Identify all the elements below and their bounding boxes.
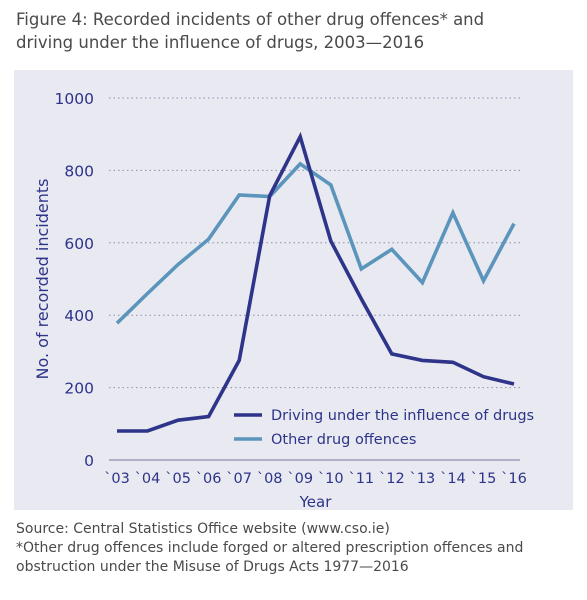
x-tick-label: `10: [318, 471, 344, 487]
figure-title-line-1: Figure 4: Recorded incidents of other dr…: [16, 10, 485, 29]
x-tick-label: `12: [379, 471, 405, 487]
x-tick-label: `03: [104, 471, 130, 487]
x-tick-label: `04: [135, 471, 161, 487]
x-tick-label: `08: [257, 471, 283, 487]
figure-footer: Source: Central Statistics Office websit…: [16, 520, 581, 577]
legend-label: Other drug offences: [271, 432, 416, 448]
x-tick-label: `14: [440, 471, 466, 487]
x-tick-label: `05: [165, 471, 191, 487]
figure-title: Figure 4: Recorded incidents of other dr…: [16, 8, 576, 54]
footnote-line-2: obstruction under the Misuse of Drugs Ac…: [16, 559, 409, 575]
y-tick-label: 200: [64, 380, 94, 398]
footnote-line-1: *Other drug offences include forged or a…: [16, 540, 524, 556]
y-axis-title: No. of recorded incidents: [33, 179, 52, 380]
y-tick-label: 800: [64, 162, 94, 180]
y-tick-label: 400: [64, 307, 94, 325]
x-tick-label: `06: [196, 471, 222, 487]
figure-title-line-2: driving under the influence of drugs, 20…: [16, 33, 425, 52]
x-tick-label: `07: [226, 471, 252, 487]
x-tick-label: `16: [501, 471, 527, 487]
x-tick-label: `11: [348, 471, 374, 487]
series-line-other-drug-offences: [115, 161, 516, 325]
y-tick-label: 600: [64, 235, 94, 253]
x-axis-title: Year: [299, 493, 333, 510]
x-tick-label: `15: [471, 471, 497, 487]
y-tick-label: 1000: [55, 90, 94, 108]
legend-label: Driving under the influence of drugs: [271, 408, 534, 424]
chart-panel: 0 200 400 600 800 1000 `03 `04 `05 `06 `07 `08 `09 `1…: [14, 70, 573, 510]
y-tick-label: 0: [84, 452, 94, 470]
x-tick-label: `09: [287, 471, 313, 487]
series-line-driving-under-the-influence-of-drugs: [117, 131, 515, 433]
line-chart: 0 200 400 600 800 1000 `03 `04 `05 `06 `07 `08 `09 `1…: [33, 90, 534, 510]
source-note: Source: Central Statistics Office websit…: [16, 521, 390, 537]
x-tick-label: `13: [410, 471, 436, 487]
